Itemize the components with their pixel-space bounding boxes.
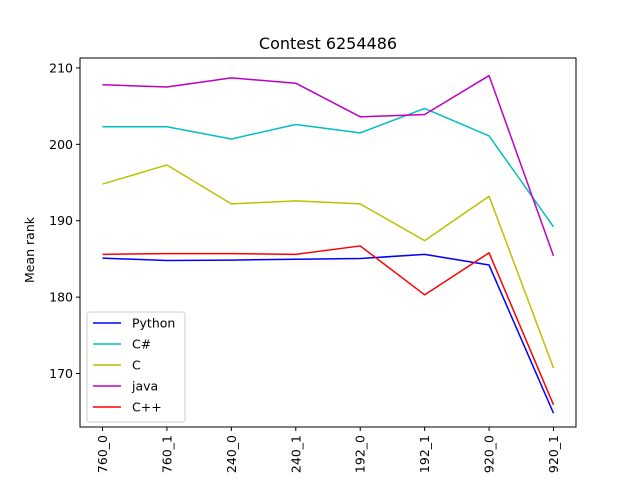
y-axis-label: Mean rank: [22, 216, 37, 283]
legend-box: [86, 311, 186, 423]
series-line-c: [102, 164, 555, 369]
x-tick-label: 192_1: [417, 435, 432, 473]
series-line-python: [102, 253, 555, 414]
x-axis-ticks: 760_0 760_1 240_0 240_1 192_0 192_1 920_0 920_1: [95, 427, 561, 473]
x-tick-label: 920_0: [482, 435, 497, 473]
y-tick-label: 170: [49, 366, 73, 381]
x-tick-label: 240_1: [288, 435, 303, 473]
chart-title: Contest 6254486: [259, 34, 397, 53]
series-line-c-: [102, 107, 555, 228]
plot-area-frame: [79, 57, 577, 428]
y-tick-label: 210: [49, 60, 73, 75]
y-tick-label: 200: [49, 137, 73, 152]
legend-label: C++: [132, 400, 162, 415]
y-axis-ticks: 170 180 190 200 210: [49, 60, 80, 381]
x-tick-label: 920_1: [546, 435, 561, 473]
legend-label: Python: [132, 316, 175, 331]
x-tick-label: 760_0: [95, 435, 110, 473]
y-tick-label: 190: [49, 213, 73, 228]
x-tick-label: 760_1: [159, 435, 174, 473]
legend-label: C#: [132, 337, 151, 352]
x-tick-label: 240_0: [224, 435, 239, 473]
x-tick-label: 192_0: [353, 435, 368, 473]
series-line-java: [102, 74, 555, 257]
series-line-c-: [102, 245, 555, 406]
series-lines: [102, 74, 555, 414]
y-tick-label: 180: [49, 290, 73, 305]
legend-label: C: [132, 358, 141, 373]
legend-label: java: [131, 379, 158, 394]
